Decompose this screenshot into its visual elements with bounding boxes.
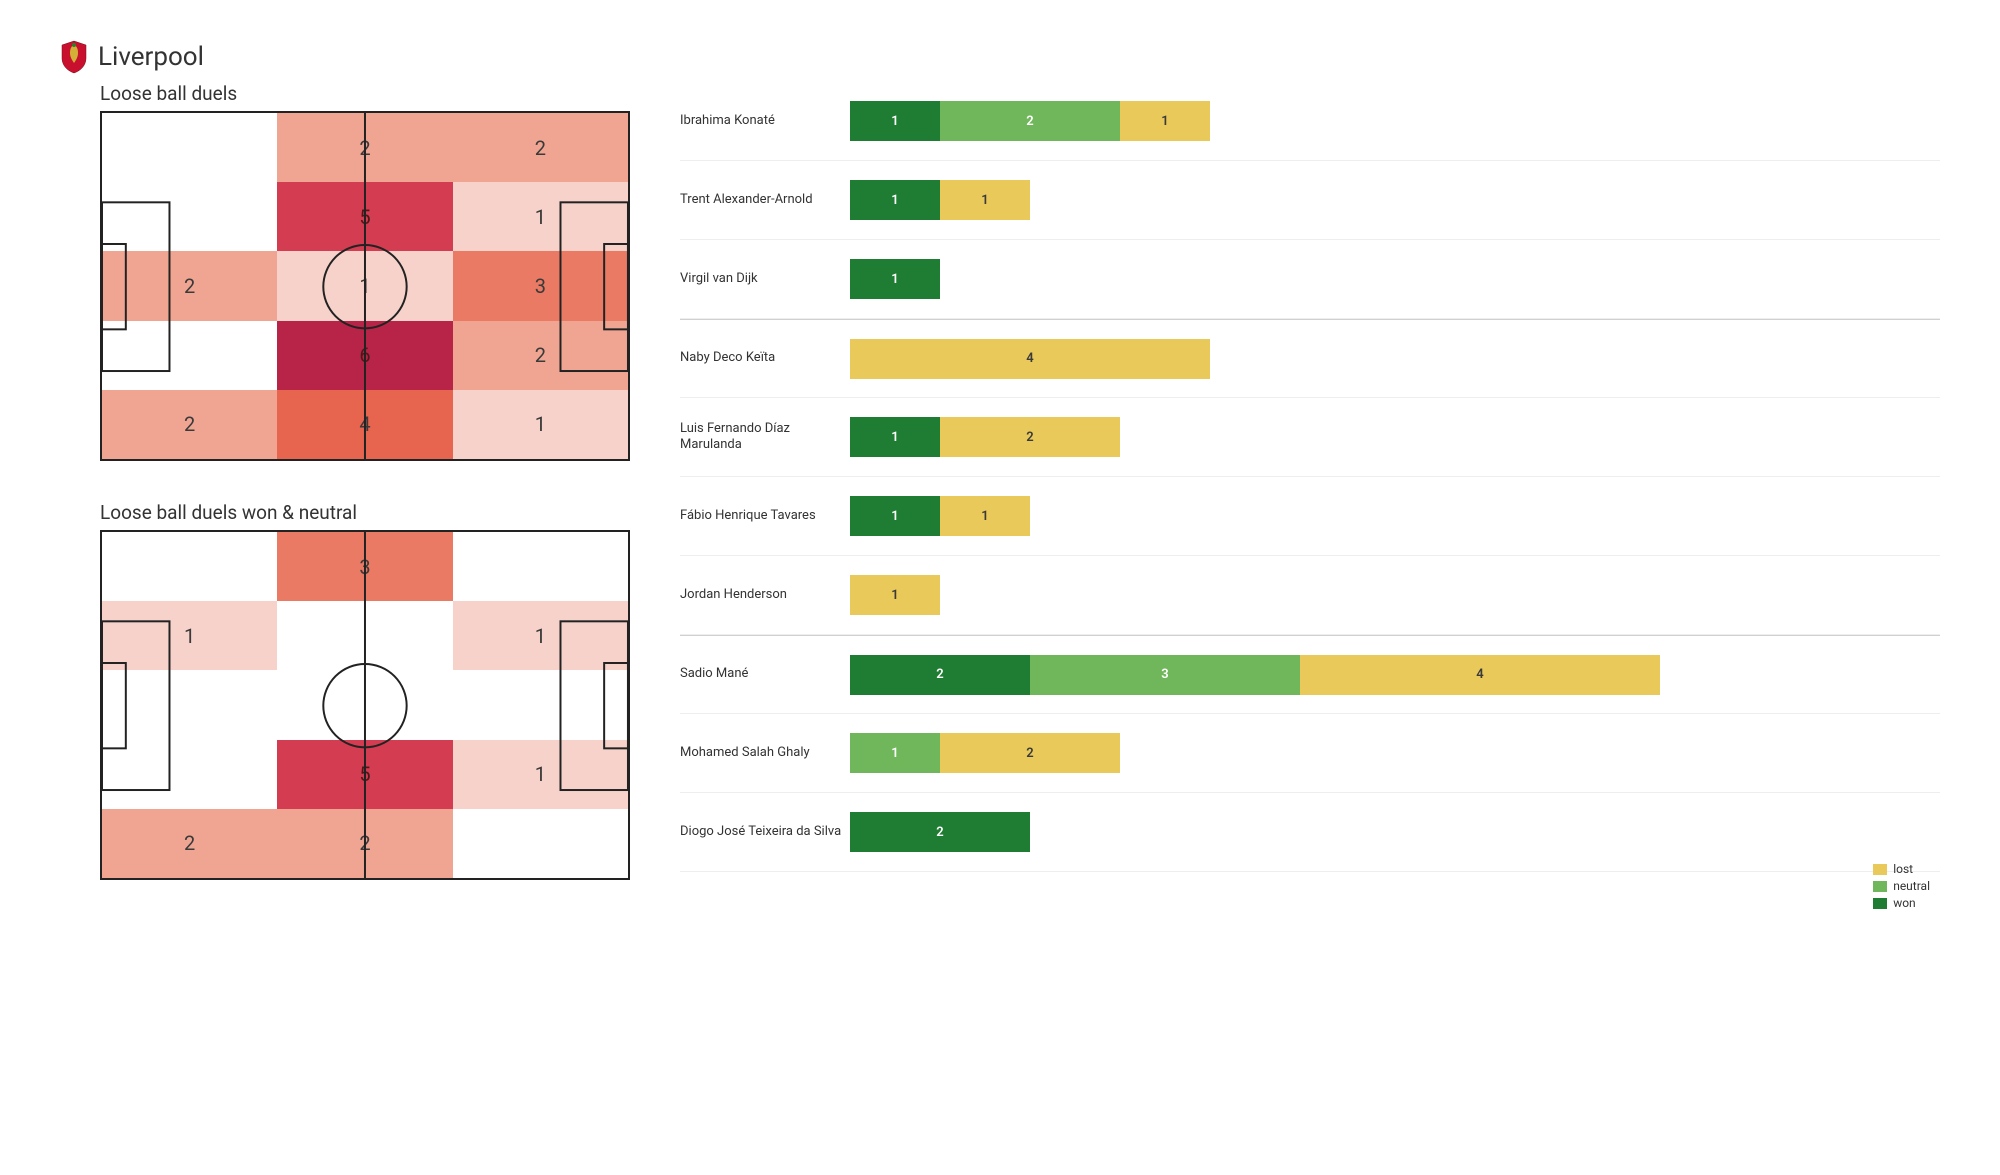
- legend-swatch-icon: [1873, 881, 1887, 892]
- panel-won-neutral: Loose ball duels won & neutral 3115122: [60, 501, 630, 880]
- panel-title: Loose ball duels won & neutral: [100, 501, 630, 524]
- bar-segment-lost: 1: [850, 575, 940, 615]
- player-name-label: Naby Deco Keïta: [680, 350, 850, 366]
- heatmap-zone: 3: [277, 532, 452, 601]
- bar-track: 11: [850, 496, 1940, 536]
- player-name-label: Ibrahima Konaté: [680, 113, 850, 129]
- team-name: Liverpool: [98, 42, 204, 72]
- bar-track: 121: [850, 101, 1940, 141]
- bar-segment-won: 1: [850, 496, 940, 536]
- player-row: Mohamed Salah Ghaly12: [680, 714, 1940, 793]
- bar-segment-neutral: 3: [1030, 655, 1300, 695]
- bar-track: 4: [850, 339, 1940, 379]
- bar-segment-won: 2: [850, 812, 1030, 852]
- heatmap-zone: 2: [102, 390, 277, 459]
- player-name-label: Fábio Henrique Tavares: [680, 508, 850, 524]
- bar-track: 2: [850, 812, 1940, 852]
- player-name-label: Diogo José Teixeira da Silva: [680, 824, 850, 840]
- heatmap-zone: 2: [453, 321, 628, 390]
- header: Liverpool: [60, 40, 1940, 74]
- bar-segment-lost: 2: [940, 733, 1120, 773]
- heatmap-zone: [453, 670, 628, 739]
- heatmap-zone: [453, 532, 628, 601]
- panel-title: Loose ball duels: [100, 82, 630, 105]
- heatmap-zone: [102, 113, 277, 182]
- heatmap-zone: 1: [277, 251, 452, 320]
- player-name-label: Mohamed Salah Ghaly: [680, 745, 850, 761]
- player-row: Sadio Mané234: [680, 635, 1940, 714]
- heatmap-zone: [277, 601, 452, 670]
- heatmap-zone: [102, 670, 277, 739]
- bar-segment-won: 1: [850, 101, 940, 141]
- player-bar-chart: Ibrahima Konaté121Trent Alexander-Arnold…: [680, 82, 1940, 880]
- legend-label: neutral: [1893, 879, 1930, 893]
- heatmap-zone: 1: [453, 601, 628, 670]
- player-name-label: Luis Fernando Díaz Marulanda: [680, 421, 850, 454]
- player-name-label: Sadio Mané: [680, 666, 850, 682]
- heatmap-zone: 2: [102, 251, 277, 320]
- bar-track: 1: [850, 575, 1940, 615]
- heatmap-zone: 1: [102, 601, 277, 670]
- legend-swatch-icon: [1873, 864, 1887, 875]
- bar-segment-neutral: 2: [940, 101, 1120, 141]
- legend-item: lost: [1873, 862, 1930, 876]
- bar-segment-neutral: 1: [850, 733, 940, 773]
- bar-segment-won: 1: [850, 417, 940, 457]
- heatmap-zone: [277, 670, 452, 739]
- bar-track: 1: [850, 259, 1940, 299]
- heatmap-zone: 2: [277, 809, 452, 878]
- player-row: Jordan Henderson1: [680, 556, 1940, 635]
- player-row: Luis Fernando Díaz Marulanda12: [680, 398, 1940, 477]
- heatmap-zone: [102, 532, 277, 601]
- player-row: Virgil van Dijk1: [680, 240, 1940, 319]
- legend-swatch-icon: [1873, 898, 1887, 909]
- bar-segment-won: 1: [850, 180, 940, 220]
- pitch-heatmap-won-neutral: 3115122: [100, 530, 630, 880]
- heatmap-zone: [102, 182, 277, 251]
- player-row: Fábio Henrique Tavares11: [680, 477, 1940, 556]
- player-row: Diogo José Teixeira da Silva2: [680, 793, 1940, 872]
- bar-segment-lost: 4: [850, 339, 1210, 379]
- bar-track: 12: [850, 417, 1940, 457]
- heatmap-zone: 2: [277, 113, 452, 182]
- heatmap-zone: 5: [277, 182, 452, 251]
- heatmap-zone: 6: [277, 321, 452, 390]
- heatmap-zone: [102, 740, 277, 809]
- player-row: Trent Alexander-Arnold11: [680, 161, 1940, 240]
- player-name-label: Jordan Henderson: [680, 587, 850, 603]
- legend: lost neutral won: [1873, 862, 1930, 910]
- player-name-label: Trent Alexander-Arnold: [680, 192, 850, 208]
- pitch-heatmap-all: 225121362241: [100, 111, 630, 461]
- player-row: Ibrahima Konaté121: [680, 82, 1940, 161]
- heatmap-zone: 5: [277, 740, 452, 809]
- legend-label: won: [1893, 896, 1916, 910]
- heatmap-zone: 1: [453, 182, 628, 251]
- legend-label: lost: [1893, 862, 1913, 876]
- bar-segment-lost: 4: [1300, 655, 1660, 695]
- bar-segment-won: 1: [850, 259, 940, 299]
- bar-track: 234: [850, 655, 1940, 695]
- heatmap-zone: 1: [453, 390, 628, 459]
- player-name-label: Virgil van Dijk: [680, 271, 850, 287]
- bar-segment-won: 2: [850, 655, 1030, 695]
- heatmap-zone: 1: [453, 740, 628, 809]
- heatmap-zone: 2: [102, 809, 277, 878]
- heatmap-zone: [102, 321, 277, 390]
- player-row: Naby Deco Keïta4: [680, 319, 1940, 398]
- heatmap-zone: [453, 809, 628, 878]
- bar-segment-lost: 1: [940, 496, 1030, 536]
- heatmap-zone: 2: [453, 113, 628, 182]
- bar-segment-lost: 1: [1120, 101, 1210, 141]
- bar-segment-lost: 1: [940, 180, 1030, 220]
- heatmap-zone: 3: [453, 251, 628, 320]
- panel-all-duels: Loose ball duels 225121362241: [60, 82, 630, 461]
- legend-item: won: [1873, 896, 1930, 910]
- bar-track: 11: [850, 180, 1940, 220]
- team-crest-icon: [60, 40, 88, 74]
- bar-segment-lost: 2: [940, 417, 1120, 457]
- bar-track: 12: [850, 733, 1940, 773]
- legend-item: neutral: [1873, 879, 1930, 893]
- heatmap-zone: 4: [277, 390, 452, 459]
